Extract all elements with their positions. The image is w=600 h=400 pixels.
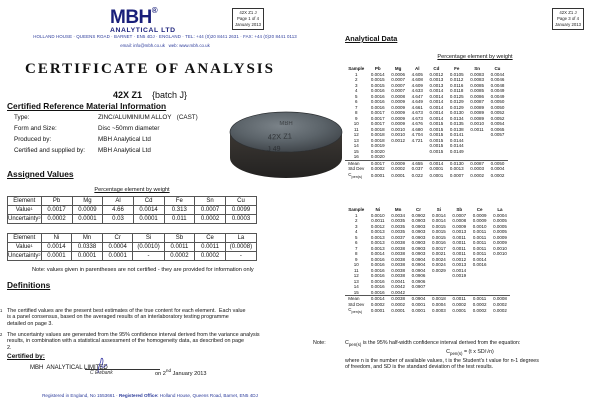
svg-text:J 49: J 49 [267,146,281,154]
svg-text:MBH: MBH [279,121,292,127]
svg-text:42X Z1: 42X Z1 [268,131,293,141]
